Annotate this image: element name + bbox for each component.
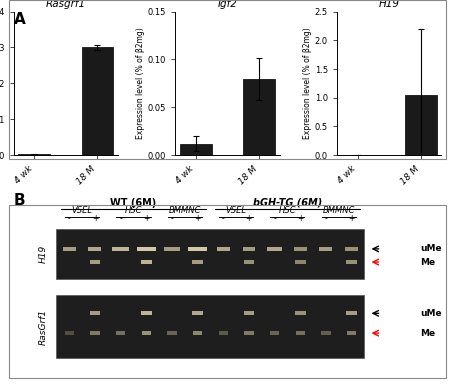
Bar <box>192 260 203 264</box>
Title: Rasgrf1: Rasgrf1 <box>46 0 86 9</box>
Bar <box>90 311 100 315</box>
Bar <box>188 247 207 251</box>
Text: H19: H19 <box>39 245 48 263</box>
Bar <box>319 247 332 251</box>
Bar <box>270 331 279 335</box>
Bar <box>243 247 255 251</box>
Bar <box>164 247 180 251</box>
Bar <box>65 331 74 335</box>
Bar <box>295 260 306 264</box>
Text: A: A <box>14 12 25 27</box>
Text: uMe: uMe <box>420 309 442 318</box>
Y-axis label: Expression level (% of β2mg): Expression level (% of β2mg) <box>136 27 145 139</box>
Bar <box>18 154 50 155</box>
Text: HSC: HSC <box>125 206 142 215</box>
Text: -: - <box>171 214 173 223</box>
Bar <box>167 331 177 335</box>
Bar <box>267 247 282 251</box>
Text: Me: Me <box>420 328 435 338</box>
Bar <box>346 260 357 264</box>
Text: bGH-TG (6M): bGH-TG (6M) <box>253 198 322 208</box>
Bar <box>243 260 254 264</box>
Bar <box>218 331 228 335</box>
Bar <box>116 331 125 335</box>
Bar <box>192 311 203 315</box>
Bar <box>321 331 331 335</box>
Text: +: + <box>297 214 303 223</box>
Bar <box>56 229 364 279</box>
Y-axis label: Expression level (% of β2mg): Expression level (% of β2mg) <box>303 27 312 139</box>
Bar <box>347 331 356 335</box>
Bar <box>88 247 101 251</box>
Bar <box>217 247 230 251</box>
Text: RasGrf1: RasGrf1 <box>39 308 48 345</box>
Bar <box>345 247 359 251</box>
Bar <box>81 47 113 155</box>
Bar <box>243 79 275 155</box>
Bar <box>56 295 364 358</box>
Bar <box>294 247 307 251</box>
Title: H19: H19 <box>379 0 399 9</box>
Bar <box>295 311 306 315</box>
Bar <box>136 247 156 251</box>
Text: -: - <box>68 214 71 223</box>
Text: -: - <box>273 214 276 223</box>
Bar <box>346 311 357 315</box>
Text: WT (6M): WT (6M) <box>110 198 157 208</box>
Bar <box>63 247 76 251</box>
Text: uMe: uMe <box>420 244 442 253</box>
Text: -: - <box>119 214 122 223</box>
Text: HSC: HSC <box>278 206 296 215</box>
Text: +: + <box>143 214 149 223</box>
Text: +: + <box>246 214 252 223</box>
Bar <box>141 311 152 315</box>
Text: VSEL: VSEL <box>226 206 247 215</box>
Text: +: + <box>349 214 355 223</box>
Text: BMMNC: BMMNC <box>323 206 355 215</box>
Text: B: B <box>14 193 25 208</box>
Bar <box>405 95 437 155</box>
Bar <box>90 260 100 264</box>
Bar <box>180 144 212 155</box>
Text: VSEL: VSEL <box>71 206 92 215</box>
Text: +: + <box>194 214 201 223</box>
Bar <box>112 247 129 251</box>
Bar <box>141 260 152 264</box>
Text: -: - <box>222 214 225 223</box>
Title: Igf2: Igf2 <box>217 0 238 9</box>
Bar <box>90 331 100 335</box>
Text: BMMNC: BMMNC <box>168 206 201 215</box>
Bar <box>193 331 202 335</box>
Bar <box>295 331 305 335</box>
Bar <box>244 331 253 335</box>
Bar <box>142 331 151 335</box>
Text: +: + <box>92 214 98 223</box>
Text: Me: Me <box>420 257 435 267</box>
Bar <box>243 311 254 315</box>
Text: -: - <box>324 214 327 223</box>
